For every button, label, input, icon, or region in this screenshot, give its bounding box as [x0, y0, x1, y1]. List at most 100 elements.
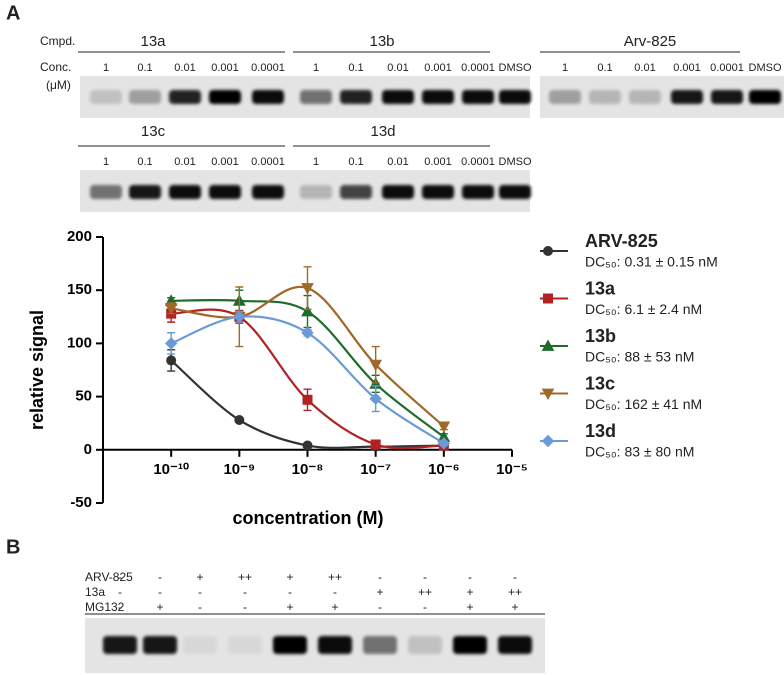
blot-band — [252, 185, 284, 199]
legend-name: ARV-825 — [585, 231, 658, 251]
blot-band — [462, 90, 494, 104]
blot-band — [422, 185, 454, 199]
treatment-mark: - — [423, 570, 427, 584]
concentration-label: 1 — [103, 62, 109, 74]
treatment-mark: - — [288, 585, 292, 599]
concentration-label: 0.1 — [137, 62, 152, 74]
marker — [301, 283, 314, 295]
concentration-label: 0.01 — [387, 156, 408, 168]
marker — [369, 392, 382, 405]
treatment-mark: - — [118, 585, 122, 599]
y-tick-label: 200 — [67, 228, 92, 245]
marker — [164, 303, 178, 315]
blot-band — [129, 90, 161, 104]
blot-band — [382, 185, 414, 199]
blot-band — [453, 636, 487, 654]
blot-band — [589, 90, 621, 104]
marker — [437, 421, 451, 433]
x-tick-label: 10⁻¹⁰ — [153, 461, 189, 478]
marker — [437, 437, 451, 450]
blot-band — [209, 185, 241, 199]
blot-band — [183, 636, 217, 654]
concentration-label: 0.0001 — [461, 156, 495, 168]
treatment-mark: + — [466, 600, 473, 614]
marker — [234, 415, 245, 426]
compound-label: Arv-825 — [624, 33, 677, 50]
legend-dc50: DC₅₀: 83 ± 80 nM — [585, 444, 694, 460]
blot-band — [549, 90, 581, 104]
marker — [233, 310, 246, 324]
concentration-label: 0.1 — [348, 156, 363, 168]
row-label: Cmpd. — [40, 34, 75, 48]
blot-band — [252, 90, 284, 104]
blot-band — [462, 185, 494, 199]
y-tick-label: 0 — [84, 441, 92, 458]
blot-band — [382, 90, 414, 104]
x-tick-label: 10⁻⁶ — [428, 461, 460, 478]
panel-label: A — [6, 2, 20, 24]
concentration-label: 0.1 — [597, 62, 612, 74]
concentration-label: 0.001 — [673, 62, 701, 74]
treatment-mark: - — [198, 585, 202, 599]
concentration-label: 0.01 — [634, 62, 655, 74]
concentration-label: 0.0001 — [251, 62, 285, 74]
row-label: ARV-825 — [85, 570, 133, 584]
blot-band — [90, 90, 122, 104]
treatment-mark: + — [466, 585, 473, 599]
blot-band — [363, 636, 397, 654]
compound-label: 13c — [141, 123, 166, 140]
x-tick-label: 10⁻⁹ — [223, 461, 255, 478]
treatment-mark: - — [378, 570, 382, 584]
legend-dc50: DC₅₀: 6.1 ± 2.4 nM — [585, 301, 702, 317]
blot-band — [499, 185, 531, 199]
concentration-label: 0.01 — [387, 62, 408, 74]
blot-band — [422, 90, 454, 104]
blot-band — [143, 636, 177, 654]
legend-dc50: DC₅₀: 162 ± 41 nM — [585, 396, 702, 412]
treatment-mark: - — [468, 570, 472, 584]
treatment-mark: + — [286, 600, 293, 614]
y-tick-label: -50 — [70, 494, 92, 511]
panel-label: B — [6, 536, 20, 558]
blot-band — [300, 185, 332, 199]
blot-band — [340, 90, 372, 104]
treatment-mark: ++ — [238, 570, 252, 584]
legend-dc50: DC₅₀: 88 ± 53 nM — [585, 349, 694, 365]
blot-band — [408, 636, 442, 654]
blot-band — [169, 90, 201, 104]
treatment-mark: - — [378, 600, 382, 614]
marker — [543, 293, 553, 304]
blot-band — [340, 185, 372, 199]
treatment-mark: + — [286, 570, 293, 584]
treatment-mark: + — [331, 600, 338, 614]
concentration-label: 0.001 — [211, 156, 239, 168]
marker — [302, 440, 313, 451]
concentration-label: 0.1 — [348, 62, 363, 74]
legend-name: 13d — [585, 421, 616, 441]
marker — [164, 337, 178, 350]
y-tick-label: 150 — [67, 281, 92, 298]
concentration-label: 0.001 — [424, 156, 452, 168]
row-label: MG132 — [85, 600, 125, 614]
marker — [370, 439, 381, 450]
treatment-mark: - — [158, 570, 162, 584]
blot-band — [209, 90, 241, 104]
legend-name: 13c — [585, 373, 615, 393]
blot-band — [671, 90, 703, 104]
treatment-mark: + — [511, 600, 518, 614]
compound-label: 13d — [370, 123, 395, 140]
blot-band — [629, 90, 661, 104]
marker — [543, 246, 553, 256]
concentration-label: 1 — [313, 62, 319, 74]
treatment-mark: - — [118, 570, 122, 584]
concentration-label: 1 — [103, 156, 109, 168]
concentration-label: 0.1 — [137, 156, 152, 168]
concentration-label: 0.01 — [174, 62, 195, 74]
treatment-mark: - — [243, 600, 247, 614]
treatment-mark: ++ — [328, 570, 342, 584]
row-label: Conc. — [40, 60, 71, 74]
concentration-label: 0.0001 — [461, 62, 495, 74]
blot-band — [498, 636, 532, 654]
blot-band — [273, 636, 307, 654]
blot-band — [318, 636, 352, 654]
